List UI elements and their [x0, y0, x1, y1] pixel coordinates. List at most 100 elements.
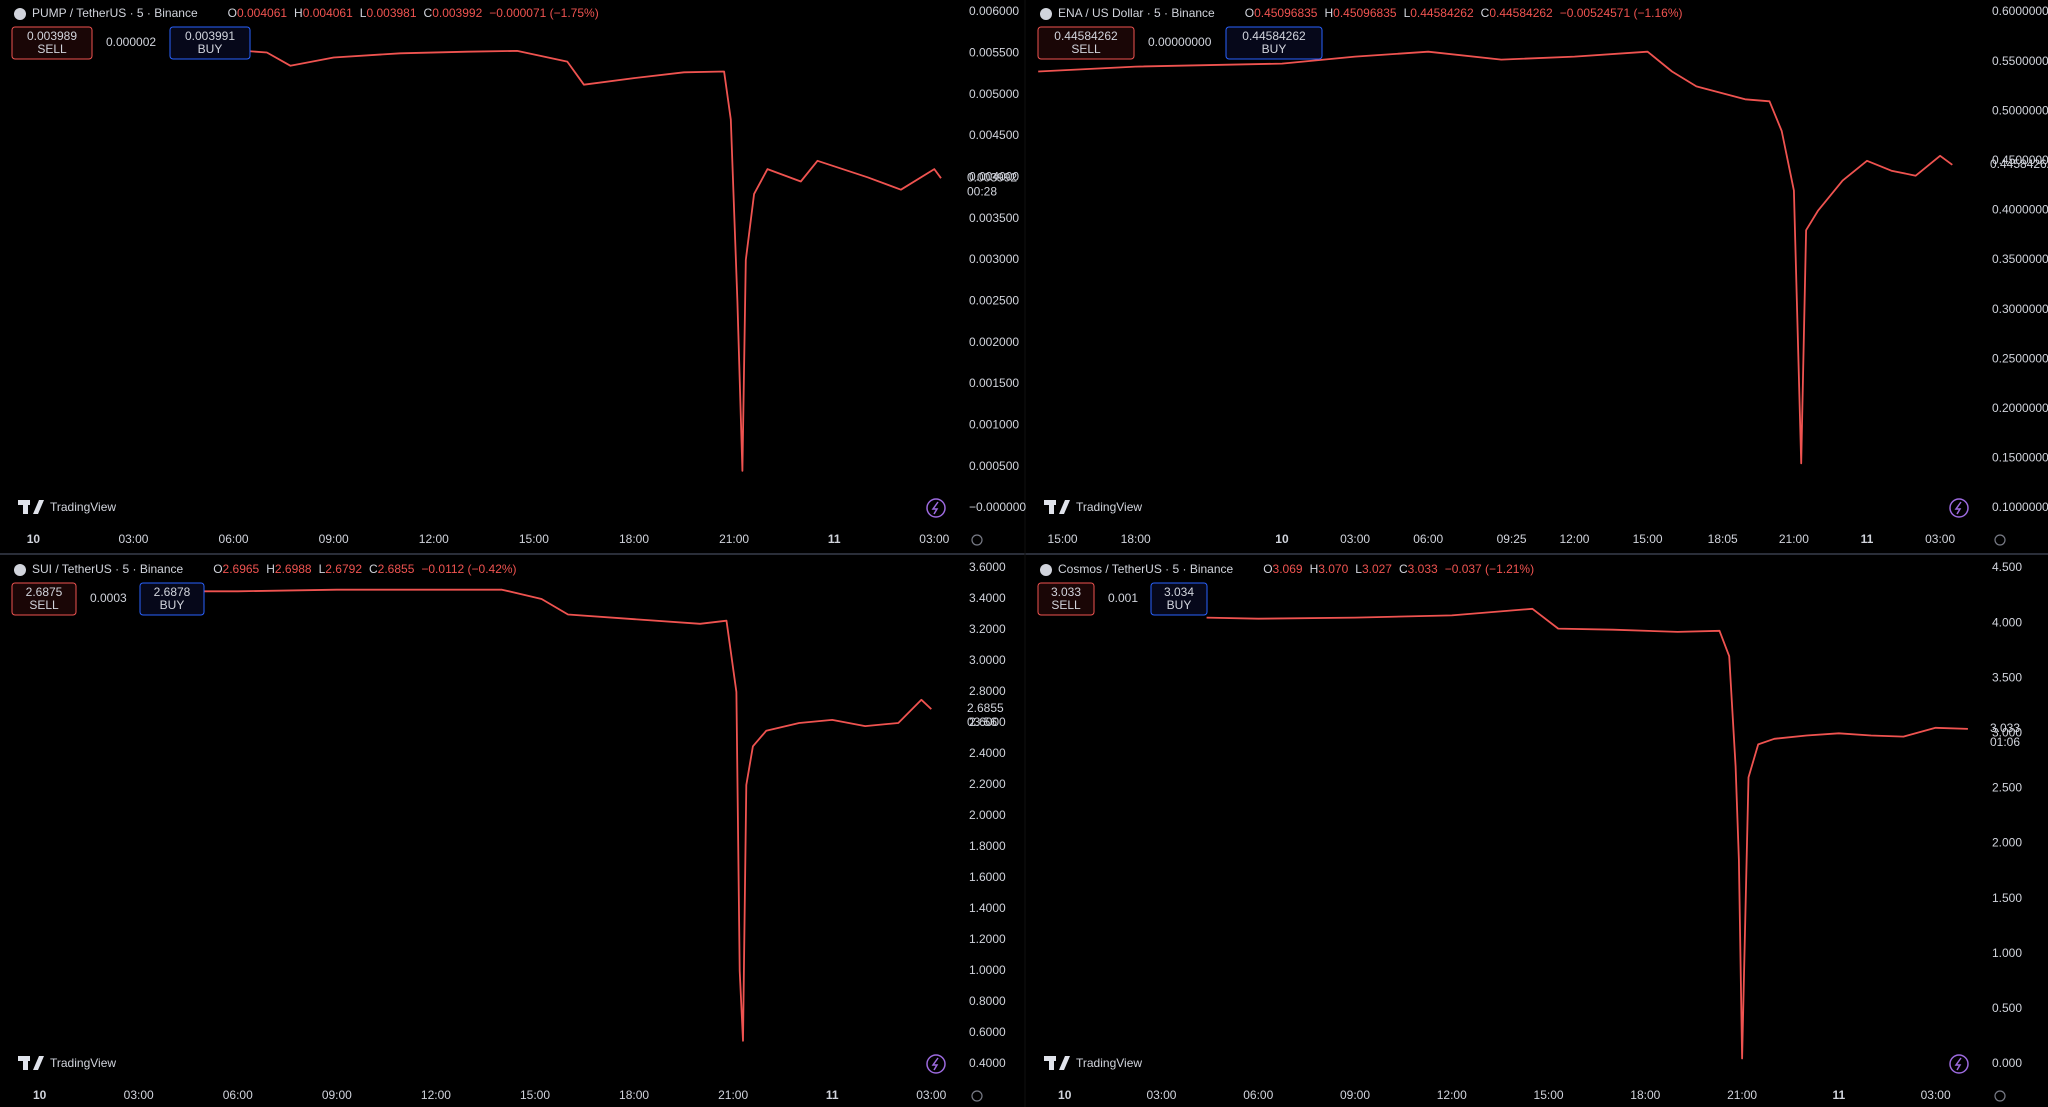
settings-icon[interactable]	[971, 1090, 983, 1102]
ohlc-change: −0.00524571 (−1.16%)	[1560, 6, 1683, 20]
ohlc-value: 0.004061	[237, 6, 287, 20]
y-tick-label: 3.2000	[969, 622, 1006, 636]
ohlc-label: H	[266, 562, 275, 576]
x-tick-label: 03:00	[916, 1088, 946, 1102]
watermark: TradingView	[1076, 500, 1142, 514]
ohlc-value: 2.6988	[275, 562, 312, 576]
logo-mark	[23, 1056, 28, 1070]
ohlc-label: L	[319, 562, 326, 576]
x-tick-label: 12:00	[1559, 532, 1589, 546]
countdown-label: 01:06	[1990, 735, 2020, 749]
settings-icon[interactable]	[1994, 534, 2006, 546]
lightning-icon[interactable]	[1949, 1054, 1969, 1074]
sell-button[interactable]	[11, 582, 77, 616]
y-tick-label: 2.0000	[969, 808, 1006, 822]
x-tick-label: 03:00	[1146, 1088, 1176, 1102]
x-tick-label: 18:00	[619, 532, 649, 546]
lightning-icon	[1954, 501, 1962, 515]
ohlc-label: C	[424, 6, 433, 20]
logo-mark	[1059, 500, 1070, 514]
logo-mark	[33, 500, 44, 514]
lightning-icon	[931, 1057, 939, 1071]
sell-price: 2.6875	[26, 585, 63, 599]
y-tick-label: 1.000	[1992, 946, 2022, 960]
y-tick-label: 3.0000	[969, 653, 1006, 667]
buy-price: 3.034	[1164, 585, 1194, 599]
y-tick-label: 0.005500	[969, 46, 1019, 60]
buy-label: BUY	[1262, 42, 1287, 56]
sell-button[interactable]	[1037, 582, 1095, 616]
x-tick-label: 18:00	[1121, 532, 1151, 546]
y-tick-label: 0.6000	[969, 1025, 1006, 1039]
x-tick-label: 09:25	[1497, 532, 1527, 546]
buy-button[interactable]	[169, 26, 251, 60]
last-price-label: 0.003992	[967, 170, 1017, 184]
symbol-icon	[1040, 564, 1052, 576]
y-tick-label: 0.003000	[969, 252, 1019, 266]
lightning-icon[interactable]	[1949, 498, 1969, 518]
sell-label: SELL	[37, 42, 67, 56]
x-tick-label: 15:00	[520, 1088, 550, 1102]
buy-button[interactable]	[1150, 582, 1208, 616]
y-tick-label: 0.000	[1992, 1056, 2022, 1070]
sell-button[interactable]	[1037, 26, 1135, 60]
y-tick-label: 1.2000	[969, 932, 1006, 946]
y-tick-label: 2.500	[1992, 781, 2022, 795]
sell-label: SELL	[1071, 42, 1101, 56]
settings-icon[interactable]	[1994, 1090, 2006, 1102]
ohlc-label: O	[1263, 562, 1272, 576]
y-tick-label: 2.000	[1992, 836, 2022, 850]
ohlc-change: −0.0112 (−0.42%)	[421, 562, 516, 576]
ohlc-label: O	[228, 6, 237, 20]
ohlc-value: 0.003992	[432, 6, 482, 20]
y-tick-label: 1.0000	[969, 963, 1006, 977]
spread: 0.00000000	[1148, 35, 1212, 49]
ohlc-value: 3.069	[1273, 562, 1303, 576]
sell-button[interactable]	[11, 26, 93, 60]
x-tick-label: 12:00	[1437, 1088, 1467, 1102]
x-tick-label: 15:00	[1534, 1088, 1564, 1102]
chart-header: ENA / US Dollar · 5 · Binance O0.45096835…	[1058, 6, 1683, 20]
chart-header: Cosmos / TetherUS · 5 · Binance O3.069 H3.…	[1058, 562, 1534, 576]
x-tick-label: 06:00	[223, 1088, 253, 1102]
ohlc-label: C	[369, 562, 378, 576]
y-tick-label: 0.003500	[969, 211, 1019, 225]
y-tick-label: 2.6000	[969, 715, 1006, 729]
lightning-icon[interactable]	[926, 498, 946, 518]
chart-panel: 0.000 0.500 1.000 1.500 2.000 2.500 3.000 3.500…	[1037, 560, 2022, 1102]
ohlc-label: H	[1310, 562, 1319, 576]
x-tick-label: 10	[33, 1088, 47, 1102]
ohlc-value: 0.45096835	[1333, 6, 1397, 20]
buy-button[interactable]	[1225, 26, 1323, 60]
x-tick-label: 06:00	[219, 532, 249, 546]
ohlc-value: 0.44584262	[1489, 6, 1553, 20]
x-tick-label: 10	[27, 532, 41, 546]
x-tick-label: 12:00	[419, 532, 449, 546]
last-price-label: 0.44584262	[1990, 157, 2048, 171]
watermark: TradingView	[50, 500, 116, 514]
settings-icon[interactable]	[971, 534, 983, 546]
x-tick-label: 11	[826, 1088, 839, 1102]
buy-label: BUY	[198, 42, 223, 56]
y-tick-label: 0.001500	[969, 376, 1019, 390]
y-tick-label: 1.500	[1992, 891, 2022, 905]
lightning-icon[interactable]	[926, 1054, 946, 1074]
y-tick-label: 4.500	[1992, 560, 2022, 574]
y-tick-label: 4.000	[1992, 615, 2022, 629]
buy-button[interactable]	[139, 582, 205, 616]
symbol-icon	[1040, 8, 1052, 20]
chart-header: SUI / TetherUS · 5 · Binance O2.6965 H2.69…	[32, 562, 517, 576]
y-tick-label: 3.000	[1992, 726, 2022, 740]
ohlc-value: 0.003981	[366, 6, 416, 20]
y-tick-label: 0.002500	[969, 294, 1019, 308]
x-tick-label: 06:00	[1413, 532, 1443, 546]
sell-price: 0.44584262	[1054, 29, 1118, 43]
ohlc-value: 3.070	[1318, 562, 1348, 576]
spread: 0.001	[1108, 591, 1138, 605]
